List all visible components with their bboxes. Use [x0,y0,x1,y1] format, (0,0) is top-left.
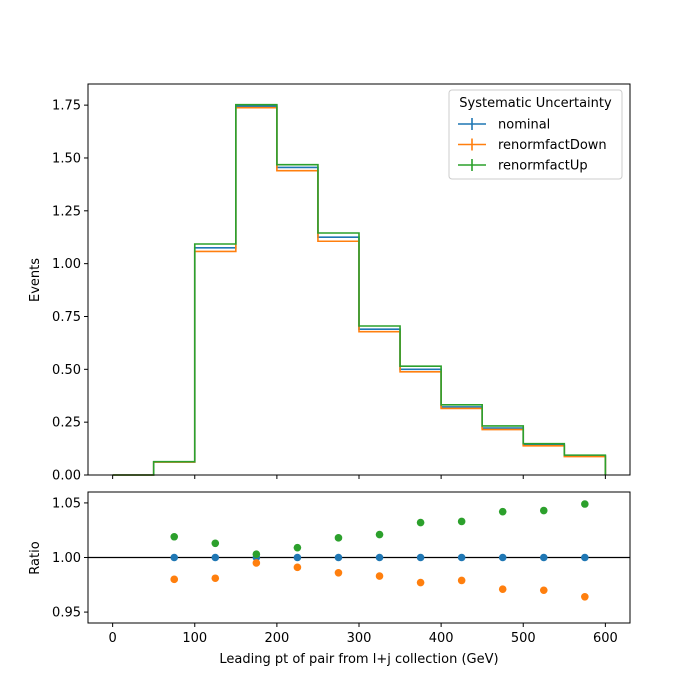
ratio-point-renormfactDown [457,576,466,585]
x-tick-label: 400 [429,631,454,646]
ratio-point-nominal [416,553,425,562]
ratio-point-nominal [293,553,302,562]
main-y-axis-label: Events [28,258,43,302]
ratio-point-renormfactUp [211,539,220,548]
ratio-y-tick-label: 1.00 [52,551,81,566]
ratio-point-renormfactDown [375,572,384,580]
ratio-plot-area [88,500,630,601]
ratio-point-renormfactUp [498,507,507,516]
x-tick-label: 0 [108,631,116,646]
ratio-point-nominal [211,553,220,562]
ratio-point-renormfactDown [211,574,220,583]
main-y-tick-label: 0.00 [52,469,81,484]
ratio-point-nominal [498,553,507,562]
ratio-point-nominal [170,553,179,562]
x-axis-label: Leading pt of pair from l+j collection (… [219,652,498,667]
ratio-x-axis: 0 100 200 300 400 500 600 [108,623,618,646]
legend-label: nominal [498,118,550,133]
ratio-point-renormfactDown [170,575,179,584]
main-y-tick-label: 1.75 [52,99,81,114]
ratio-point-nominal [334,553,343,562]
legend-box [448,89,623,180]
main-y-tick-label: 0.25 [52,416,81,431]
main-x-ticks [112,475,606,479]
ratio-y-axis-label: Ratio [28,541,43,574]
ratio-point-renormfactDown [416,578,425,587]
x-tick-label: 200 [264,631,289,646]
legend-label: renormfactUp [498,159,588,174]
ratio-point-renormfactUp [293,543,302,552]
ratio-point-renormfactUp [375,530,384,539]
ratio-point-nominal [375,553,384,562]
ratio-point-nominal [581,553,589,562]
ratio-y-tick-label: 0.95 [52,606,81,621]
x-tick-label: 600 [593,631,618,646]
main-y-tick-label: 0.75 [52,310,81,325]
ratio-plot-panel: 0.95 1.00 1.05 0 100 200 300 400 500 600 Ratio L… [28,491,631,667]
ratio-point-renormfactDown [293,563,302,572]
ratio-point-renormfactUp [334,534,343,542]
ratio-point-nominal [457,553,466,562]
histogram-line-renormfactUp [112,103,607,476]
legend-label: renormfactDown [498,138,607,153]
legend-item-renormfactUp: renormfactUp [458,159,588,174]
ratio-y-axis: 0.95 1.00 1.05 [52,496,88,621]
x-tick-label: 300 [347,631,372,646]
legend-item-nominal: nominal [458,118,550,133]
ratio-point-renormfactDown [581,593,589,601]
x-tick-label: 100 [182,631,207,646]
legend-title: Systematic Uncertainty [459,96,612,111]
legend-item-renormfactDown: renormfactDown [458,138,607,153]
main-y-tick-label: 0.50 [52,363,81,378]
main-plot-area [112,103,607,476]
ratio-point-renormfactDown [334,568,343,577]
main-plot-panel: 0.00 0.25 0.50 0.75 1.00 1.25 1.50 1.75 Events [28,83,631,484]
ratio-point-renormfactDown [498,585,507,593]
ratio-point-renormfactUp [416,518,425,527]
main-y-tick-label: 1.50 [52,151,81,166]
legend: Systematic Uncertainty nominal renormfact… [448,89,623,180]
ratio-point-nominal [539,553,548,562]
ratio-point-renormfactUp [252,550,261,559]
x-tick-label: 500 [511,631,536,646]
ratio-point-renormfactDown [252,559,261,567]
ratio-point-renormfactUp [539,506,548,515]
main-y-tick-label: 1.00 [52,257,81,272]
ratio-y-tick-label: 1.05 [52,496,81,511]
legend-items: nominal renormfactDown renormfactUp [458,118,607,174]
ratio-point-renormfactDown [539,586,548,595]
ratio-point-renormfactUp [170,532,179,541]
ratio-point-renormfactUp [457,517,466,526]
ratio-point-renormfactUp [581,500,589,508]
main-y-axis: 0.00 0.25 0.50 0.75 1.00 1.25 1.50 1.75 [52,99,88,484]
main-y-tick-label: 1.25 [52,204,81,219]
